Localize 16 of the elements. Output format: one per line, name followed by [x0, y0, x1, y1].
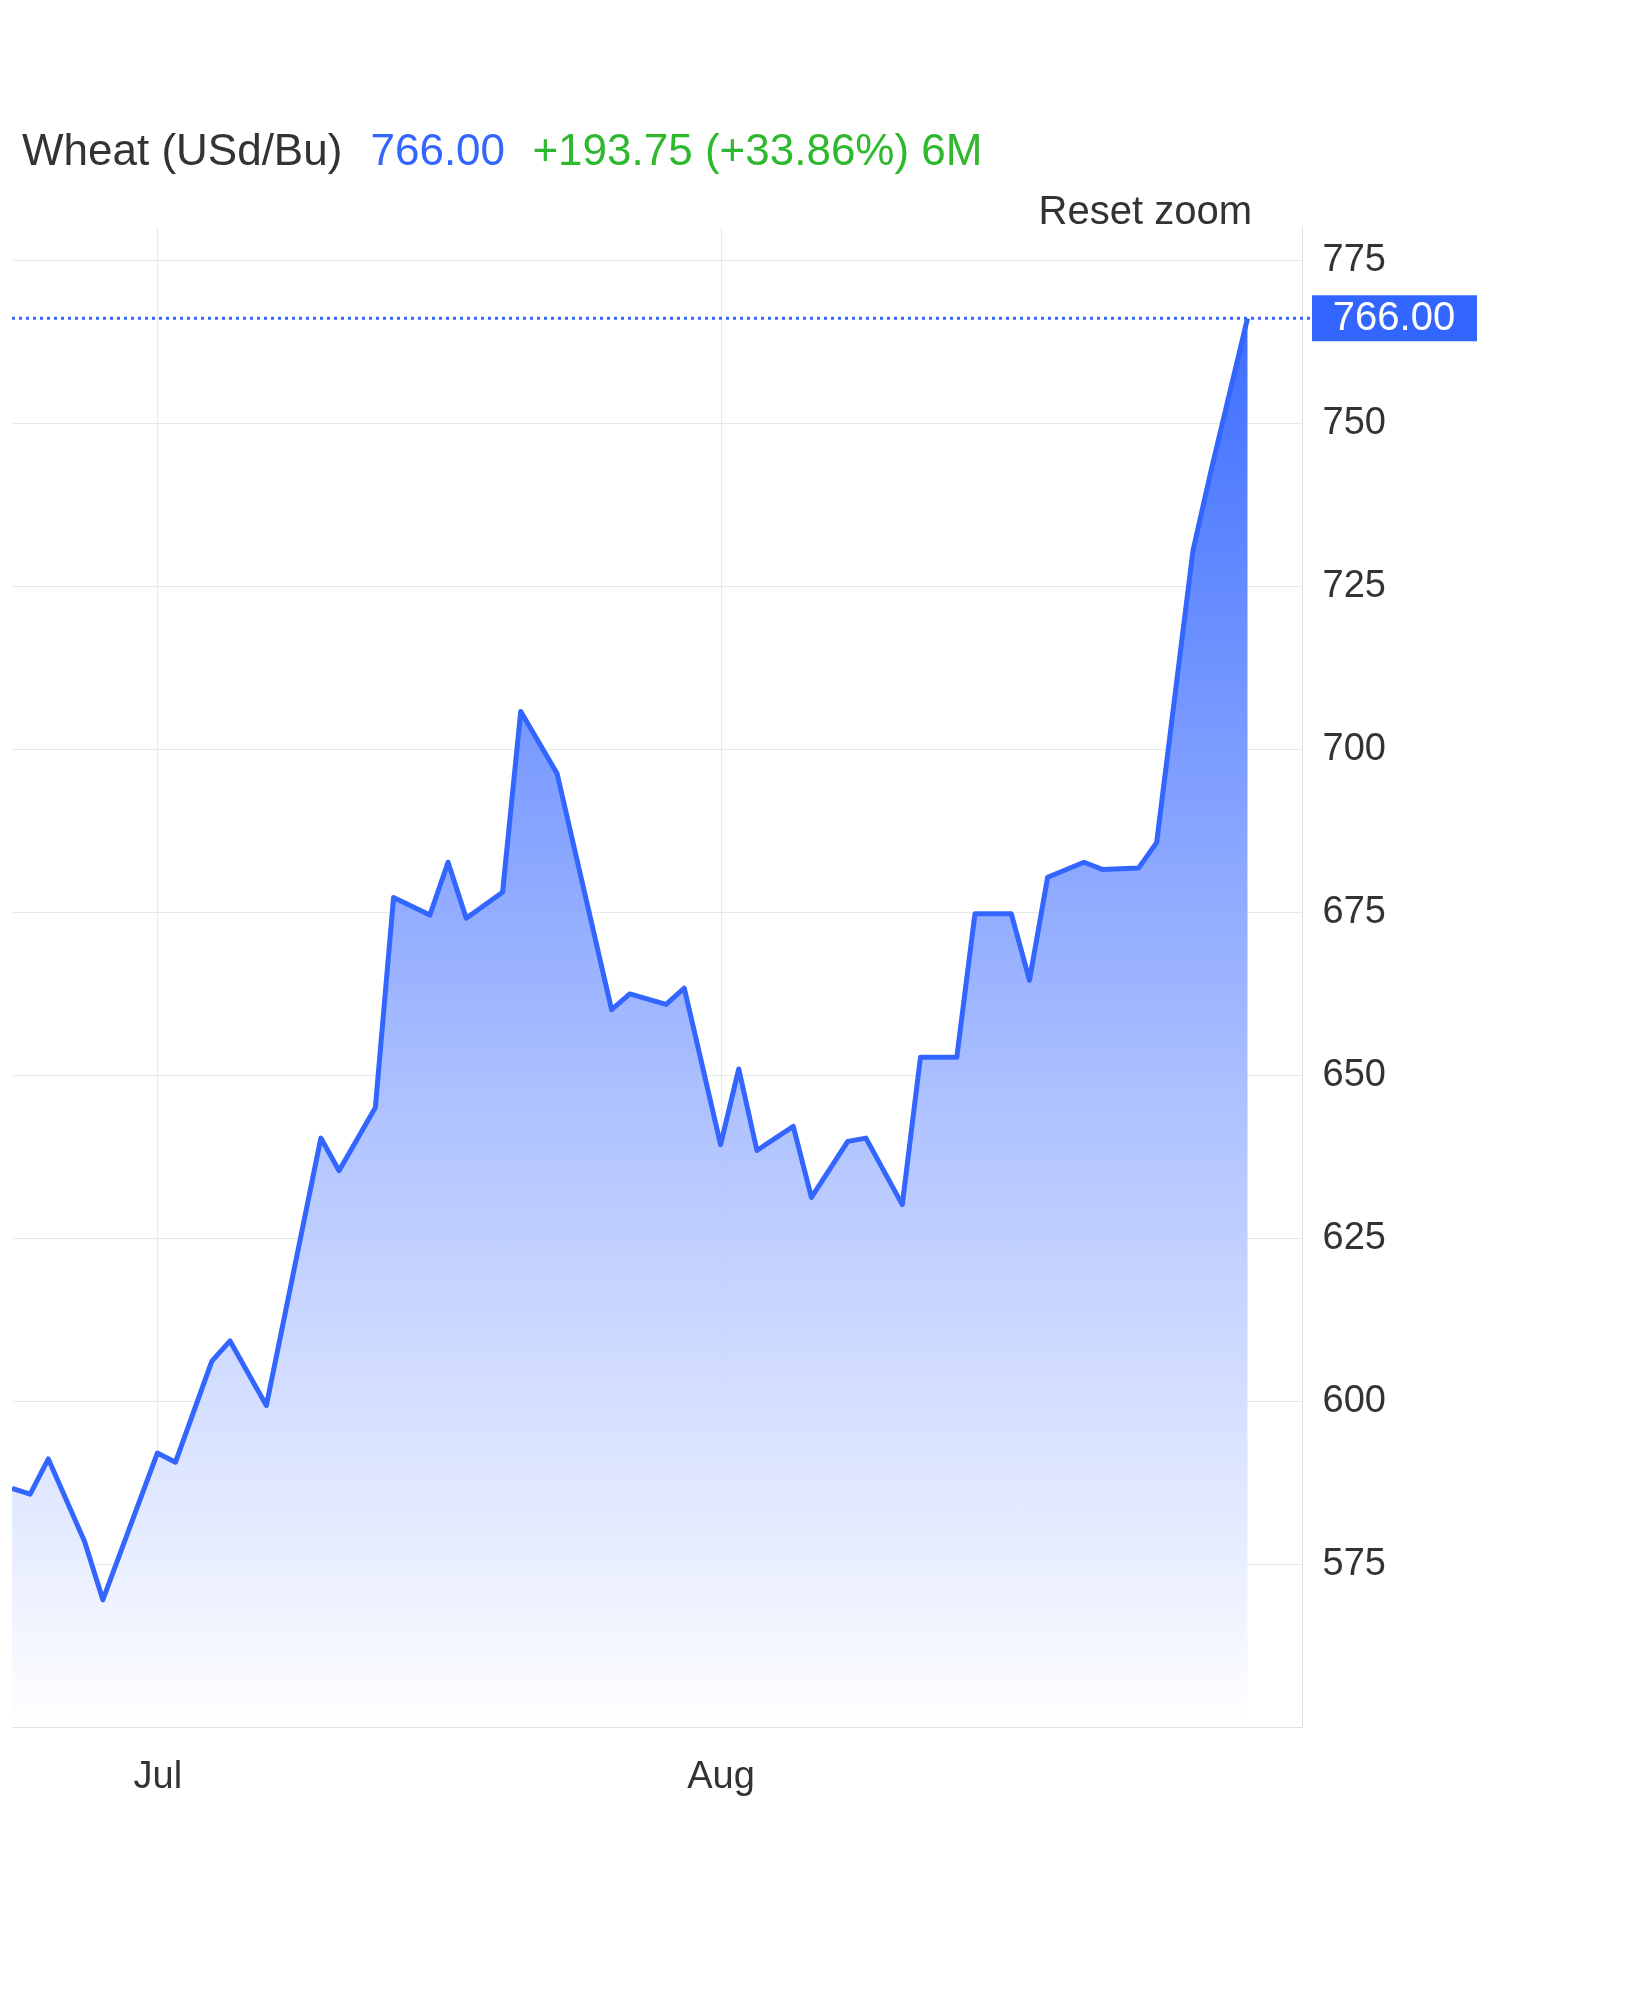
- x-tick-label: Aug: [687, 1753, 755, 1796]
- y-tick-label: 675: [1322, 889, 1386, 932]
- y-tick-label: 700: [1322, 726, 1386, 769]
- y-tick-label: 775: [1322, 237, 1386, 280]
- y-tick-label: 750: [1322, 400, 1386, 443]
- ref-line-label: 766.00: [1332, 294, 1456, 339]
- y-tick-label: 650: [1322, 1052, 1386, 1095]
- text: 766.00: [370, 125, 506, 174]
- chart-title: Wheat (USd/Bu): [22, 125, 343, 174]
- annotation: Reset zoom: [1038, 188, 1252, 232]
- x-tick-label: Jul: [133, 1753, 183, 1796]
- text: +193.75 (+33.86%) 6M: [532, 125, 983, 174]
- y-tick-label: 575: [1322, 1541, 1386, 1584]
- y-tick-label: 625: [1322, 1215, 1386, 1258]
- y-tick-label: 725: [1322, 563, 1386, 606]
- y-tick-label: 600: [1322, 1378, 1386, 1421]
